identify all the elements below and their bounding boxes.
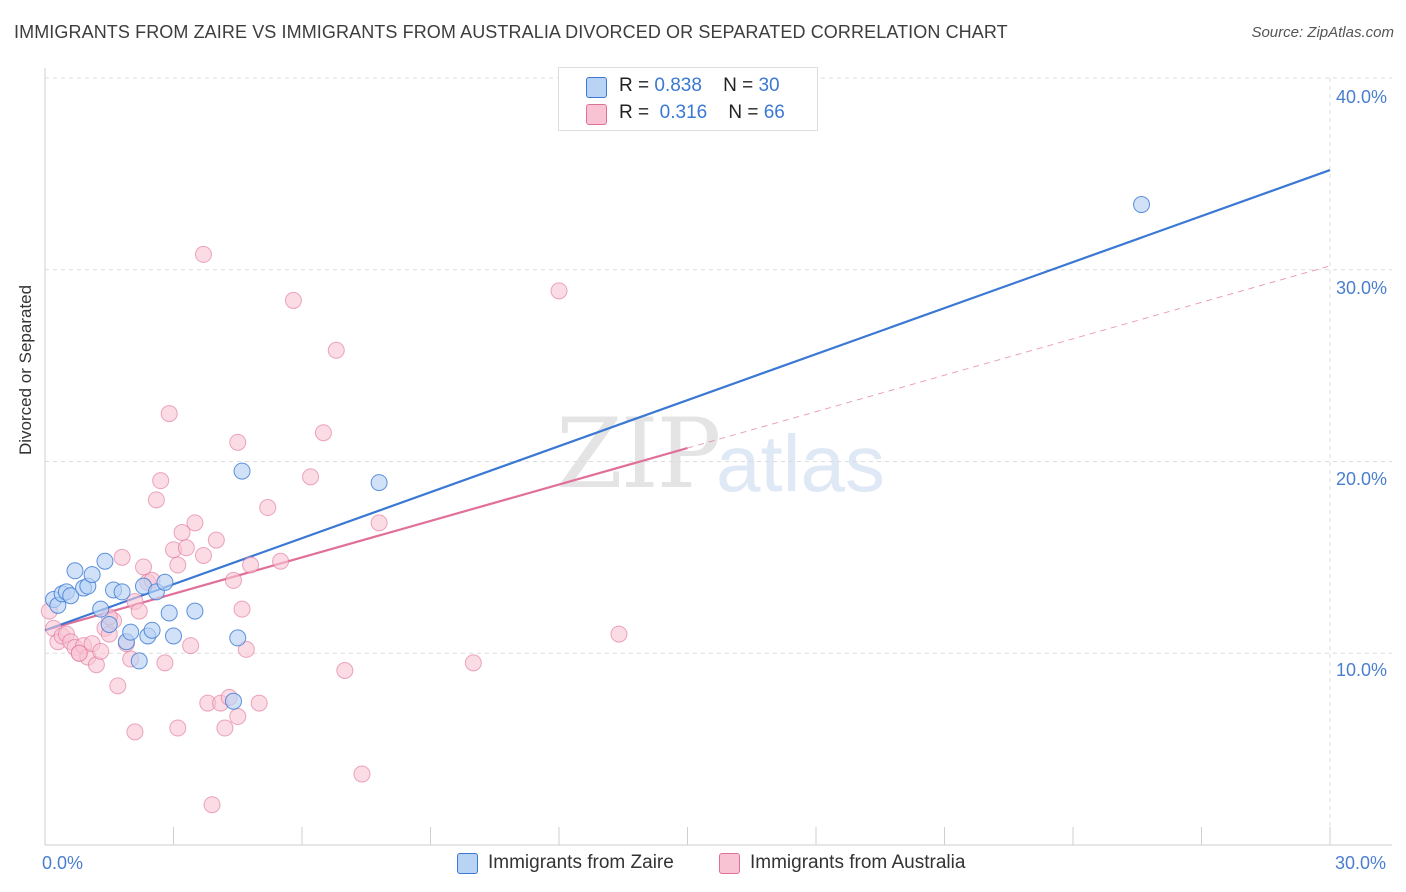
australia-point-27 [156,654,174,672]
y-tick-label-10: 10.0% [1336,660,1388,680]
australia-point-64 [203,796,221,814]
y-axis-label: Divorced or Separated [16,284,35,455]
australia-point-45 [250,694,268,712]
australia-point-55 [464,654,482,672]
australia-point-43 [237,640,255,658]
zaire-point-23 [165,627,182,645]
australia-point-56 [550,282,568,300]
australia-point-42 [233,600,251,618]
australia-r-value: 0.316 [659,102,708,123]
zaire-point-9 [92,600,110,618]
australia-point-57 [610,625,628,643]
australia-point-58 [194,245,212,263]
australia-swatch [586,104,607,125]
australia-point-60 [169,719,187,737]
y-tick-label-30: 30.0% [1336,278,1388,298]
australia-point-47 [272,552,290,570]
australia-point-35 [194,546,212,564]
y-tick-label-20: 20.0% [1336,469,1388,489]
zaire-n-label: N = [723,75,754,96]
zaire-trend-line [44,169,1331,632]
australia-point-17 [113,548,131,566]
zaire-point-8 [83,566,101,584]
australia-point-12 [92,642,110,660]
australia-point-33 [182,637,200,655]
australia-point-50 [314,424,332,442]
zaire-point-19 [143,621,161,639]
australia-point-52 [336,662,354,680]
australia-legend-swatch [719,853,740,874]
zaire-point-15 [122,623,140,641]
australia-point-63 [70,644,88,662]
chart-title: IMMIGRANTS FROM ZAIRE VS IMMIGRANTS FROM… [14,22,1008,42]
australia-point-39 [216,719,234,737]
trend-lines [44,169,1331,632]
correlation-legend: R = 0.838 N = 30 R = 0.316 N = 66 [558,67,818,131]
australia-point-21 [130,602,148,620]
australia-point-49 [302,468,320,486]
australia-point-37 [207,531,225,549]
australia-point-65 [229,708,247,726]
zaire-point-16 [130,652,148,670]
australia-point-51 [327,341,345,359]
australia-point-48 [284,291,302,309]
australia-point-32 [177,539,195,557]
zaire-point-21 [156,573,174,591]
zaire-r-value: 0.838 [654,75,702,96]
x-tick-label-30: 30.0% [1335,853,1387,873]
zaire-r-label: R = [619,75,650,96]
zaire-point-25 [224,692,242,710]
zaire-points [45,196,1151,710]
zaire-point-29 [1133,196,1151,214]
zaire-legend-label: Immigrants from Zaire [488,852,674,873]
australia-point-59 [126,723,144,741]
australia-point-54 [370,514,388,532]
y-tick-label-40: 40.0% [1336,87,1388,107]
australia-trend-line [44,447,688,632]
australia-point-30 [169,556,187,574]
australia-r-label: R = [619,102,650,123]
australia-point-25 [147,491,165,509]
australia-n-value: 66 [763,102,785,123]
zaire-point-11 [100,615,118,633]
zaire-point-24 [186,602,204,620]
australia-point-28 [160,405,178,423]
australia-point-34 [186,514,204,532]
australia-point-16 [109,677,127,695]
source-label: Source: ZipAtlas.com [1251,24,1394,41]
zaire-point-27 [233,462,251,480]
axes [44,68,1392,846]
australia-point-40 [224,571,242,589]
australia-n-label: N = [728,102,759,123]
zaire-point-13 [113,583,131,601]
zaire-swatch [586,77,607,98]
zaire-point-22 [160,604,178,622]
zaire-n-value: 30 [758,75,780,96]
australia-trend-dashed [687,265,1331,449]
australia-point-44 [242,556,260,574]
australia-point-46 [259,499,277,517]
australia-point-41 [229,433,247,451]
zaire-point-5 [66,562,84,580]
zaire-point-4 [62,587,80,605]
australia-point-53 [353,765,371,783]
grid-lines [45,77,1392,845]
zaire-point-28 [370,474,388,492]
australia-points [40,245,628,814]
zaire-point-10 [96,552,114,570]
zaire-point-26 [229,629,247,647]
x-tick-label-0: 0.0% [42,853,84,873]
australia-legend-label: Immigrants from Australia [750,852,966,873]
watermark-atlas: atlas [716,419,885,508]
zaire-legend-swatch [457,853,478,874]
australia-point-26 [152,472,170,490]
